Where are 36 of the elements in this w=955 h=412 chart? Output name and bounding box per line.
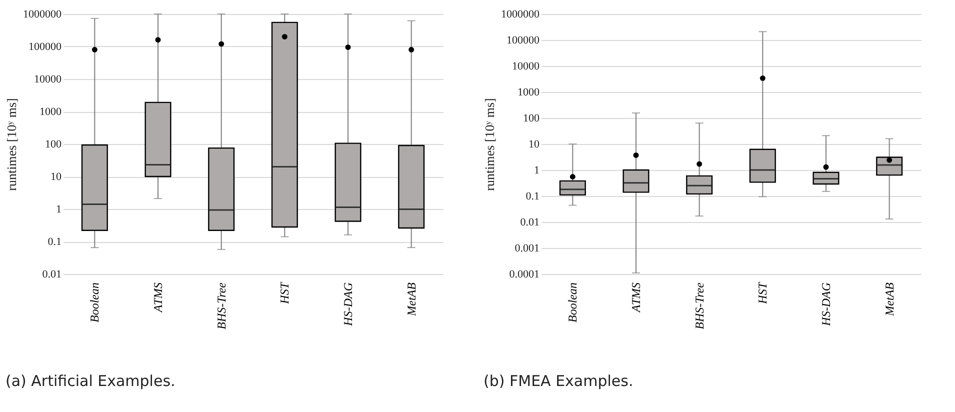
y-tick-label: 1 xyxy=(534,164,540,176)
x-tick-label: HS-DAG xyxy=(819,282,833,327)
x-tick-label: BHS-Tree xyxy=(214,282,228,330)
y-tick-label: 100 xyxy=(523,112,540,124)
y-axis-title: runtimes [10ʸ ms] xyxy=(4,98,19,191)
text: (b) FMEA Examples. xyxy=(484,372,634,390)
y-tick-label: 10 xyxy=(528,138,540,150)
x-tick-label: MetAB xyxy=(882,282,896,317)
x-tick-label: Boolean xyxy=(566,282,580,322)
x-tick-label: HST xyxy=(756,281,770,305)
x-tick-label: ATMS xyxy=(629,282,643,314)
y-tick-label: 1000 xyxy=(518,86,540,98)
x-tick-label: Boolean xyxy=(88,282,102,322)
y-tick-label: 1000000 xyxy=(23,8,62,20)
y-tick-label: 0.01 xyxy=(42,268,62,280)
x-tick-label: HS-DAG xyxy=(341,282,355,327)
y-tick-label: 100000 xyxy=(506,34,540,46)
y-axis-title: runtimes [10ʸ ms] xyxy=(482,98,497,191)
y-tick-label: 0.001 xyxy=(514,242,540,254)
y-tick-label: 1 xyxy=(56,204,62,216)
y-tick-label: 0.1 xyxy=(48,236,62,248)
y-tick-label: 1000000 xyxy=(501,8,540,20)
y-tick-label: 100000 xyxy=(28,41,62,53)
y-tick-label: 1000 xyxy=(40,106,62,118)
text: (a) Artificial Examples. xyxy=(6,372,176,390)
y-tick-label: 10000 xyxy=(512,60,540,72)
y-tick-label: 10 xyxy=(50,171,62,183)
y-tick-label: 0.01 xyxy=(520,216,540,228)
x-tick-label: ATMS xyxy=(151,282,165,314)
y-tick-label: 10000 xyxy=(34,74,62,86)
x-tick-label: HST xyxy=(278,281,292,305)
x-tick-label: BHS-Tree xyxy=(692,282,706,330)
x-tick-label: MetAB xyxy=(404,282,418,317)
y-tick-label: 100 xyxy=(45,138,62,150)
y-tick-label: 0.1 xyxy=(526,190,540,202)
y-tick-label: 0.0001 xyxy=(509,268,540,280)
